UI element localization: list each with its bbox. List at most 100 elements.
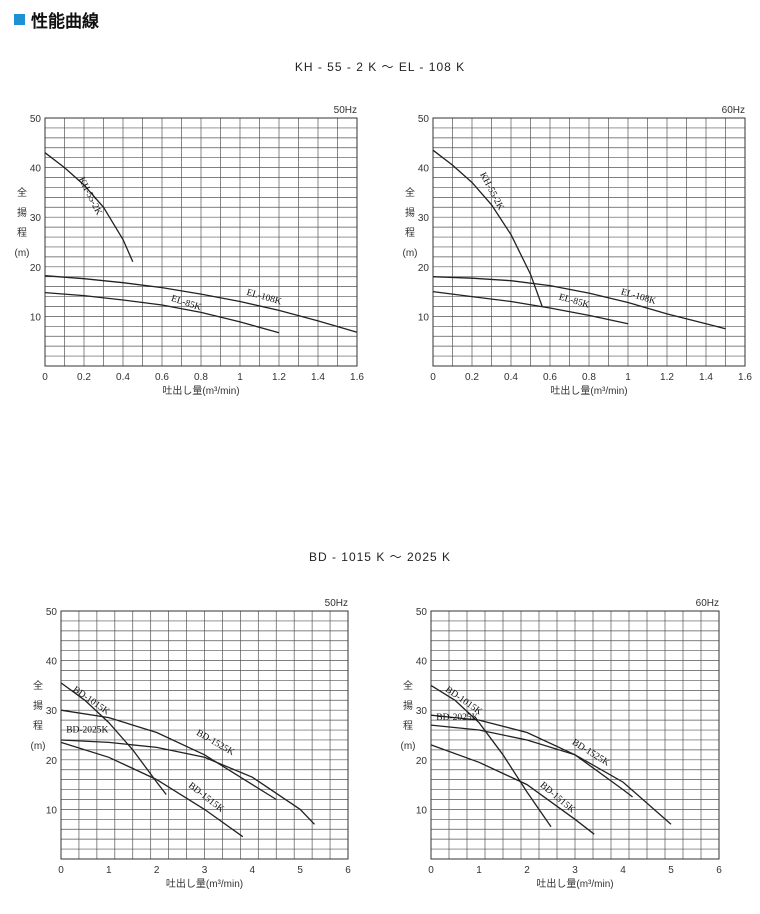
y-axis-label-char: (m) [403,248,418,259]
x-tick-label: 2 [154,865,160,876]
x-tick-label: 0 [430,372,436,383]
x-axis-label: 吐出し量(m³/min) [550,384,627,397]
y-tick-label: 40 [416,657,428,668]
x-tick-label: 0.6 [155,372,169,383]
y-axis-label-char: 程 [33,720,43,732]
y-axis-label-char: 全 [17,186,27,199]
y-axis-label-char: 全 [403,679,413,692]
x-tick-label: 1.4 [311,372,325,383]
curve-bd-2025k [430,724,672,825]
y-axis-label-char: 揚 [403,699,413,712]
x-tick-label: 5 [297,865,303,876]
x-tick-label: 0 [58,865,64,876]
x-tick-label: 1 [106,865,112,876]
curve-bd-1525k [430,714,633,798]
y-tick-label: 30 [418,213,430,224]
grid [433,118,745,366]
y-tick-label: 50 [416,607,428,618]
x-tick-label: 3 [202,865,208,876]
group-title-kh-el: KH - 55 - 2 K ～ EL - 108 K [294,60,466,74]
curve-bd-1015k [430,684,552,828]
y-axis-label-char: 揚 [17,206,27,219]
chart-bd-60hz: 0 1 2 3 4 5 6 10 20 30 40 50 60Hz 吐出し量(m³/min) 全揚程 (m) B… [401,598,723,890]
y-tick-label: 30 [416,706,428,717]
y-axis-label-char: 程 [403,720,413,732]
grid [431,611,719,859]
x-tick-label: 6 [345,865,351,876]
chart-kh-el-60hz: 0 0.2 0.4 0.6 0.8 1 1.2 1.4 1.6 10 20 30 40 50 60Hz 吐出し… [403,105,753,397]
x-tick-label: 0.8 [582,372,596,383]
y-axis-label-char: 揚 [405,206,415,219]
x-axis-label: 吐出し量(m³/min) [162,384,239,397]
x-axis-label: 吐出し量(m³/min) [166,877,243,890]
x-tick-label: 0.8 [194,372,208,383]
y-tick-label: 30 [30,213,42,224]
x-tick-label: 0.2 [77,372,91,383]
y-axis-label-char: 程 [17,227,27,239]
curve-label-el-108k: EL-108K [620,287,657,307]
chart-kh-el-50hz: 0 0.2 0.4 0.6 0.8 1 1.2 1.4 1.6 10 20 30 40 50 50Hz 吐出し… [15,105,365,397]
x-tick-label: 1 [625,372,631,383]
x-tick-label: 0 [428,865,434,876]
curve-kh-55-2k [432,149,543,307]
curve-bd-2025k [60,739,315,825]
x-tick-label: 1.2 [272,372,286,383]
x-tick-label: 5 [668,865,674,876]
x-tick-label: 4 [250,865,256,876]
curve-label-el-85k: EL-85K [558,292,591,310]
y-tick-label: 20 [46,756,58,767]
y-tick-label: 40 [30,164,42,175]
group-title-bd: BD - 1015 K ～ 2025 K [308,550,452,564]
x-tick-label: 1 [476,865,482,876]
y-axis-label-char: 揚 [33,699,43,712]
curve-el-85k [44,291,280,334]
x-tick-label: 1.6 [350,372,364,383]
curve-el-85k [432,290,629,325]
y-axis-label-char: (m) [401,741,416,752]
y-axis-label-char: (m) [31,741,46,752]
x-tick-label: 1.2 [660,372,674,383]
grid [61,611,348,859]
y-tick-label: 40 [46,657,58,668]
x-tick-label: 2 [524,865,530,876]
curve-label-bd-2025k: BD-2025K [436,713,478,723]
x-tick-label: 1 [237,372,243,383]
x-tick-label: 0 [42,372,48,383]
x-tick-label: 0.2 [465,372,479,383]
frequency-label: 50Hz [325,598,348,609]
x-tick-label: 4 [620,865,626,876]
y-axis-label-char: 全 [33,679,43,692]
section-heading: 性能曲線 [14,8,99,32]
curve-bd-1515k [60,741,244,838]
plot-frame [430,610,720,860]
curve-bd-1515k [430,744,595,835]
x-tick-label: 6 [716,865,722,876]
x-tick-label: 0.4 [116,372,130,383]
y-axis-label-char: (m) [15,248,30,259]
x-tick-label: 0.4 [504,372,518,383]
curve-bd-1525k [60,709,277,801]
y-tick-label: 20 [416,756,428,767]
y-tick-label: 30 [46,706,58,717]
curve-el-108k [432,276,726,330]
plot-frame [44,117,358,367]
plot-frame [60,610,349,860]
frequency-label: 60Hz [696,598,719,609]
plot-frame [432,117,746,367]
y-tick-label: 20 [418,263,430,274]
y-axis-label-char: 全 [405,186,415,199]
x-tick-label: 1.4 [699,372,713,383]
x-tick-label: 0.6 [543,372,557,383]
chart-bd-50hz: 0 1 2 3 4 5 6 10 20 30 40 50 50Hz 吐出し量(m³/min) 全揚程 (m) B… [31,598,352,890]
curve-label-bd-2025k: BD-2025K [66,726,108,736]
square-bullet-icon [14,13,25,25]
y-tick-label: 50 [418,114,430,125]
x-axis-label: 吐出し量(m³/min) [536,877,613,890]
curve-bd-1015k [60,682,167,795]
y-axis-label-char: 程 [405,227,415,239]
y-tick-label: 40 [418,164,430,175]
x-tick-label: 3 [572,865,578,876]
frequency-label: 50Hz [334,105,357,116]
y-tick-label: 10 [416,805,428,816]
frequency-label: 60Hz [722,105,745,116]
